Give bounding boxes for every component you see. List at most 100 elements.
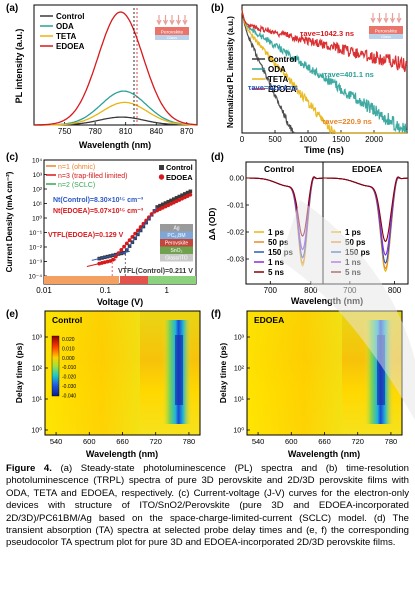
legend-label-d: 5 ns (268, 268, 285, 277)
y-tick-label-hm: 10¹ (32, 397, 43, 404)
y-axis-label-d: ΔA (OD) (207, 207, 217, 240)
jv-data (86, 189, 193, 276)
arrow-icon (175, 15, 182, 26)
stack-layer (160, 224, 193, 232)
x-tick-label-b: 0 (240, 135, 245, 144)
colorbar-tick-label: 0.020 (62, 337, 75, 343)
vtfl-control: VTFL(Control)=0.211 V (118, 268, 193, 275)
y-tick-label-c: 10⁻² (29, 245, 43, 252)
pl-curve-oda (34, 90, 197, 126)
pl-curves (34, 11, 198, 126)
x-tick-label-c: 0.01 (36, 286, 52, 295)
legend-label-d: 1 ps (345, 228, 362, 237)
x-tick-label-c: 0.1 (100, 286, 112, 295)
x-axis-label-f: Wavelength (nm) (288, 449, 360, 459)
tau-edoea: τave=1042.3 ns (300, 29, 354, 38)
y-tick-label-c: 10⁰ (32, 215, 42, 223)
y-tick-label-hm: 10³ (234, 335, 245, 342)
sample-inset-b: Perovskite Glass (369, 13, 403, 39)
inset-perovskite-b: Perovskite (375, 29, 398, 35)
trpl-curve-oda (241, 10, 408, 134)
panel-label-e: (e) (6, 309, 18, 320)
arrow-icon (156, 15, 162, 26)
stack-layer-label: Ag (173, 226, 179, 232)
subplot-title-control: Control (264, 164, 294, 174)
region-sclc (148, 276, 196, 284)
arrow-icon (370, 13, 376, 24)
sample-inset-a: Perovskite Glass (155, 15, 189, 40)
y-tick-label-d: -0.02 (227, 228, 244, 237)
legend-label-b: Control (268, 55, 296, 64)
legend-label-b: TETA (268, 75, 289, 84)
ta-curve (323, 176, 409, 243)
colorbar-tick-label: -0.020 (62, 375, 76, 381)
x-tick-label-d: 800 (304, 286, 318, 295)
x-tick-label-b: 500 (268, 135, 282, 144)
jv-point-control (166, 199, 171, 204)
figure-4: (a) PL intensity (a.u.) Wavelength (nm) … (5, 3, 415, 459)
x-tick-label-b: 1500 (332, 135, 350, 144)
colorbar-tick-label: 0.000 (62, 356, 75, 362)
stack-layer-label: PC₆₁BM (167, 233, 185, 239)
figure-caption: Figure 4. (a) Steady-state photoluminesc… (6, 463, 409, 550)
legend-label-a: TETA (56, 32, 77, 41)
y-axis-label-f: Delay time (ps) (218, 343, 228, 404)
caption-label: Figure 4. (6, 463, 52, 474)
panel-label-c: (c) (6, 152, 18, 163)
panel-label-d: (d) (211, 152, 224, 163)
trpl-curves (241, 9, 408, 135)
subplot-title-edoea: EDOEA (352, 164, 382, 174)
y-tick-label-c: 10¹ (33, 201, 43, 208)
colorbar-tick-label: 0.010 (62, 346, 75, 352)
inset-glass-a: Glass (167, 35, 177, 40)
x-tick-label-b: 2000 (365, 135, 383, 144)
jv-point-control (174, 196, 179, 200)
y-tick-label-c: 10⁻³ (29, 259, 43, 266)
nt-edoea: Nt(EDOEA)=5.07×10¹⁵ cm⁻³ (53, 208, 144, 215)
x-tick-label-d: 800 (388, 286, 402, 295)
x-tick-label-hm: 780 (385, 437, 398, 446)
arrow-icon (182, 15, 188, 26)
jv-point-control (163, 201, 168, 205)
legend-c: Control EDOEA (158, 163, 193, 182)
arrow-icon (169, 15, 175, 26)
plot-frame-a (33, 4, 198, 126)
fit-line (91, 250, 130, 261)
y-tick-label-c: 10⁻¹ (29, 230, 43, 237)
x-tick-label-d: 700 (264, 286, 278, 295)
colorbar-tick-label: -0.040 (62, 393, 76, 399)
arrow-icon (376, 13, 383, 24)
x-tick-label-hm: 720 (149, 437, 162, 446)
fit-line (111, 212, 154, 261)
y-tick-label-hm: 10⁰ (233, 427, 244, 435)
jv-point-edoea (188, 192, 193, 197)
x-axis-label-a: Wavelength (nm) (79, 140, 151, 150)
inset-glass-b: Glass (381, 34, 391, 39)
inset-perovskite-a: Perovskite (161, 30, 184, 36)
heatmap-title-e: Control (52, 315, 82, 325)
panel-label-b: (b) (211, 3, 224, 14)
tau-teta: τave=220.9 ns (322, 117, 372, 126)
panel-label-f: (f) (211, 309, 221, 320)
x-tick-label-hm: 660 (318, 437, 331, 446)
trpl-curve-edoea (241, 9, 408, 73)
legend-label-a: EDOEA (56, 42, 85, 51)
y-tick-label-c: 10⁴ (32, 158, 42, 165)
y-tick-label-hm: 10² (32, 366, 43, 373)
y-tick-label-hm: 10³ (32, 335, 43, 342)
x-tick-label-hm: 540 (252, 437, 265, 446)
jv-point-control (180, 193, 184, 198)
panel-d: (d) Control EDOEA ΔA (OD) Wavelength (nm… (207, 152, 409, 306)
x-tick-label-a: 810 (119, 127, 133, 136)
legend-label-d: 50 ps (345, 238, 366, 247)
legend-c-control: Control (166, 163, 193, 172)
tau-oda: τave=401.1 ns (324, 70, 374, 79)
jv-point-control (177, 194, 182, 199)
legend-label-d: 1 ns (268, 258, 285, 267)
stack-layer (160, 239, 193, 247)
pl-curve-teta (34, 101, 197, 126)
y-tick-label-hm: 10¹ (234, 397, 245, 404)
legend-label-d: 50 ps (268, 238, 289, 247)
